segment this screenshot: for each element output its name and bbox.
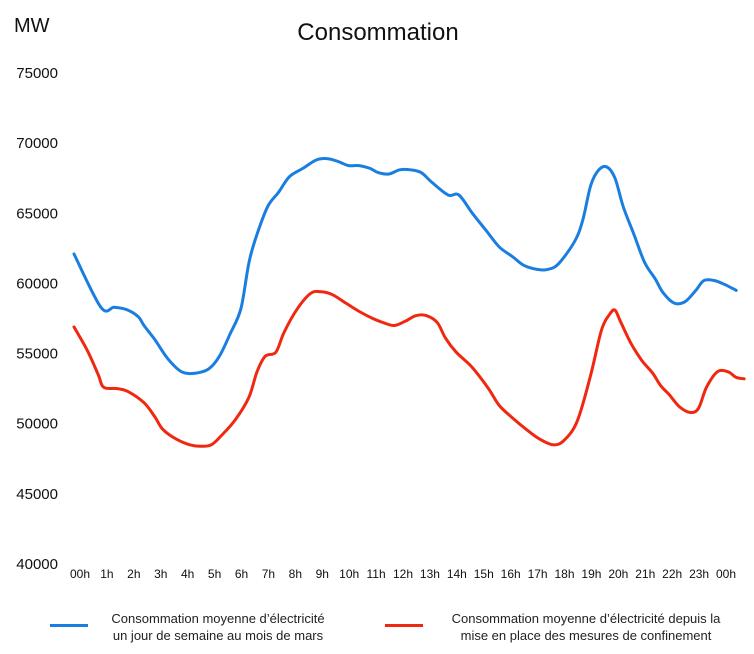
x-tick-label: 2h	[127, 567, 140, 581]
x-tick-label: 5h	[208, 567, 221, 581]
legend-label-confinement-line1: Consommation moyenne d’électricité depui…	[451, 611, 721, 626]
legend-label-confinement-line2: mise en place des mesures de confinement	[460, 628, 712, 643]
x-tick-label: 13h	[420, 567, 440, 581]
y-tick-label: 50000	[16, 416, 58, 433]
y-tick-label: 55000	[16, 346, 58, 363]
x-tick-label: 4h	[181, 567, 194, 581]
legend-swatch-march	[50, 624, 88, 627]
x-tick-label: 23h	[689, 567, 709, 581]
x-tick-label: 20h	[608, 567, 628, 581]
y-axis-label: MW	[14, 15, 50, 37]
x-tick-label: 10h	[339, 567, 359, 581]
y-tick-label: 70000	[16, 135, 58, 152]
y-tick-label: 40000	[16, 556, 58, 573]
series-line-march	[72, 156, 738, 376]
x-tick-label: 9h	[316, 567, 329, 581]
series-line-confinement	[72, 289, 746, 448]
legend-label-confinement: Consommation moyenne d’électricité depui…	[431, 610, 741, 644]
y-tick-label: 65000	[16, 205, 58, 222]
legend-label-march: Consommation moyenne d’électricité un jo…	[98, 610, 338, 644]
x-tick-label: 21h	[635, 567, 655, 581]
x-tick-label: 11h	[367, 567, 386, 581]
x-tick-label: 22h	[662, 567, 682, 581]
series-lines	[72, 156, 746, 448]
chart-title: Consommation	[297, 19, 458, 46]
x-tick-label: 14h	[447, 567, 467, 581]
legend-label-march-line1: Consommation moyenne d’électricité	[111, 611, 325, 626]
x-tick-label: 1h	[100, 567, 113, 581]
y-tick-label: 45000	[16, 486, 58, 503]
legend-swatch-confinement	[385, 624, 423, 627]
x-axis-ticks: 00h 1h 2h 3h 4h 5h 6h 7h 8h 9h 10h 11h 12h 13h 14h 15h 1…	[70, 567, 736, 581]
y-tick-label: 60000	[16, 275, 58, 292]
x-tick-label: 19h	[581, 567, 601, 581]
x-tick-label: 00h	[70, 567, 90, 581]
x-tick-label: 6h	[235, 567, 248, 581]
x-tick-label: 12h	[393, 567, 413, 581]
x-tick-label: 7h	[262, 567, 275, 581]
x-tick-label: 00h	[716, 567, 736, 581]
x-tick-label: 8h	[289, 567, 302, 581]
y-tick-label: 75000	[16, 65, 58, 82]
y-axis-ticks: 40000 45000 50000 55000 60000 65000 70000 75000	[16, 65, 58, 573]
legend-label-march-line2: un jour de semaine au mois de mars	[112, 628, 324, 643]
x-tick-label: 3h	[154, 567, 167, 581]
x-tick-label: 15h	[474, 567, 494, 581]
x-tick-label: 17h	[528, 567, 548, 581]
x-tick-label: 18h	[554, 567, 574, 581]
x-tick-label: 16h	[501, 567, 521, 581]
